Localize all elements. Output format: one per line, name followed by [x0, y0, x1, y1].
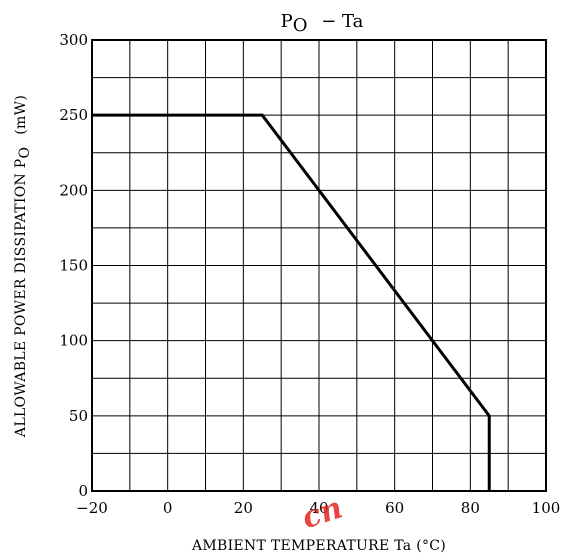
y-tick-label: 0 — [78, 482, 88, 500]
x-tick-label: 20 — [234, 499, 253, 517]
x-axis-label: AMBIENT TEMPERATURE Ta (°C) — [191, 538, 446, 554]
y-tick-label: 100 — [59, 332, 88, 350]
y-tick-label: 300 — [59, 31, 88, 49]
series-group — [92, 113, 491, 491]
y-tick-label: 50 — [69, 407, 88, 425]
x-tick-label: 60 — [385, 499, 404, 517]
x-tick-label: 40 — [309, 499, 328, 517]
chart-title: PO − Ta — [281, 11, 364, 36]
grid-lines — [92, 40, 546, 491]
plot-frame — [91, 39, 547, 492]
y-tick-label: 200 — [59, 181, 88, 199]
watermark: cn — [298, 490, 347, 536]
y-axis-label: ALLOWABLE POWER DISSIPATION PO(mW) — [13, 95, 33, 438]
x-tick-label: 100 — [532, 499, 561, 517]
y-tick-label: 250 — [59, 106, 88, 124]
derating-curve — [92, 113, 491, 491]
y-tick-label: 150 — [59, 257, 88, 275]
x-tick-label: 0 — [163, 499, 173, 517]
x-tick-label: −20 — [76, 499, 108, 517]
x-tick-label: 80 — [461, 499, 480, 517]
